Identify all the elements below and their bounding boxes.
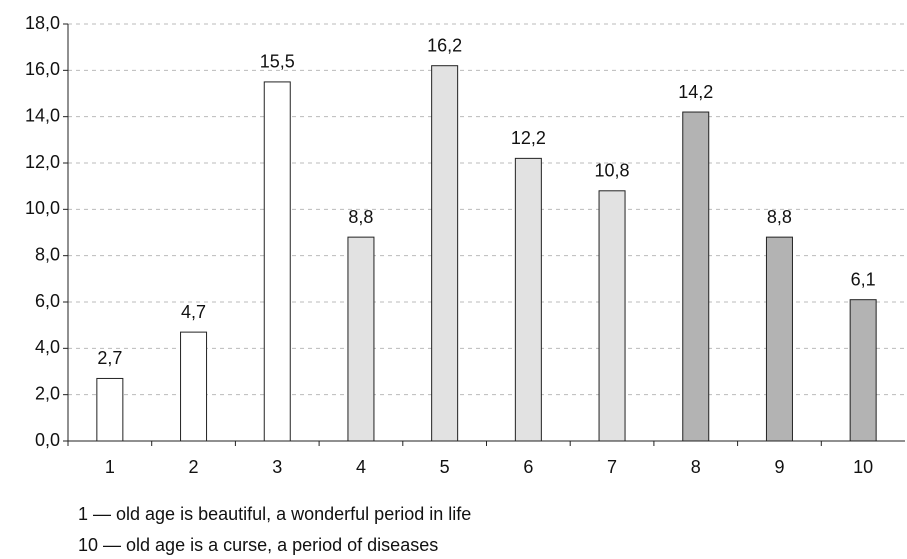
x-tick-label: 10 [853, 457, 873, 477]
x-tick-label: 8 [691, 457, 701, 477]
value-label: 12,2 [511, 128, 546, 148]
bar [598, 190, 626, 442]
value-label: 10,8 [595, 161, 630, 181]
value-label: 8,8 [348, 207, 373, 227]
y-tick-label: 12,0 [25, 152, 60, 172]
x-tick-label: 7 [607, 457, 617, 477]
bar [765, 236, 793, 442]
y-tick-label: 16,0 [25, 59, 60, 79]
bar [849, 299, 877, 442]
x-tick-label: 9 [774, 457, 784, 477]
value-label: 16,2 [427, 35, 462, 55]
x-tick-label: 4 [356, 457, 366, 477]
y-tick-label: 14,0 [25, 105, 60, 125]
x-tick-label: 1 [105, 457, 115, 477]
value-label: 8,8 [767, 207, 792, 227]
y-tick-label: 6,0 [35, 291, 60, 311]
annotation: 1 — old age is beautiful, a wonderful pe… [78, 504, 471, 524]
annotation: 10 — old age is a curse, a period of dis… [78, 535, 438, 555]
value-label: 4,7 [181, 302, 206, 322]
bar [263, 81, 291, 442]
bar [431, 65, 459, 442]
y-tick-label: 18,0 [25, 13, 60, 33]
y-tick-label: 2,0 [35, 383, 60, 403]
bar [514, 157, 542, 442]
bar [682, 111, 710, 442]
y-tick-label: 8,0 [35, 244, 60, 264]
x-tick-label: 5 [440, 457, 450, 477]
bar [180, 331, 208, 442]
value-label: 14,2 [678, 82, 713, 102]
y-tick-label: 0,0 [35, 430, 60, 450]
x-tick-label: 6 [523, 457, 533, 477]
bar [96, 377, 124, 442]
value-label: 15,5 [260, 52, 295, 72]
y-tick-label: 4,0 [35, 337, 60, 357]
y-tick-label: 10,0 [25, 198, 60, 218]
bar [347, 236, 375, 442]
x-tick-label: 3 [272, 457, 282, 477]
value-label: 2,7 [97, 348, 122, 368]
x-tick-label: 2 [189, 457, 199, 477]
value-label: 6,1 [851, 269, 876, 289]
